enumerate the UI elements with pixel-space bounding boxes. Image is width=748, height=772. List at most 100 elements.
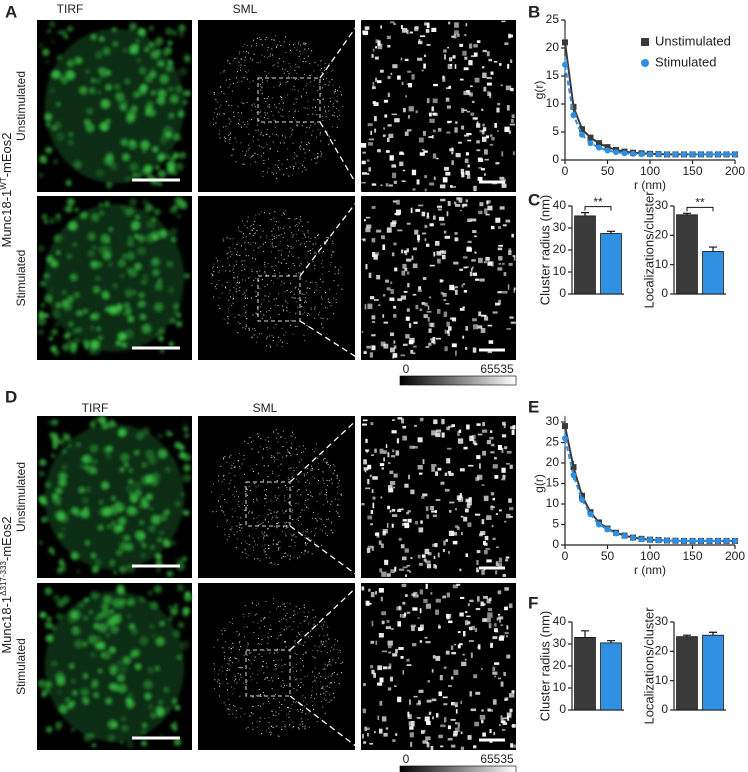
localization [229, 714, 230, 715]
localization [241, 261, 242, 262]
localization [337, 674, 338, 675]
localization-cluster [423, 599, 427, 603]
localization [314, 451, 315, 452]
localization [262, 82, 263, 83]
localization [266, 495, 267, 496]
fluorescent-spot [132, 649, 140, 657]
fluorescent-spot [171, 540, 177, 546]
localization-cluster [512, 744, 517, 747]
localization-cluster [471, 268, 473, 271]
localization [320, 135, 321, 136]
localization [245, 65, 246, 66]
fluorescent-spot [112, 666, 120, 674]
localization [247, 505, 248, 506]
fluorescent-spot [112, 497, 115, 500]
image-background [198, 416, 355, 578]
fluorescent-spot [80, 212, 87, 219]
localization [267, 144, 268, 145]
y-tick-label: 20 [546, 455, 560, 469]
localization [302, 660, 303, 661]
fluorescent-spot [166, 707, 169, 710]
localization-cluster [501, 682, 504, 687]
localization-cluster [386, 150, 390, 153]
localization [332, 673, 333, 674]
localization-cluster [429, 113, 432, 117]
localization [310, 75, 311, 76]
localization [283, 335, 284, 336]
localization [284, 603, 285, 604]
localization [264, 535, 265, 536]
localization-cluster [426, 641, 431, 643]
localization-cluster [394, 268, 397, 272]
column-label: TIRF [82, 401, 109, 415]
localization [268, 638, 269, 639]
localization [276, 221, 277, 222]
localization [218, 272, 219, 273]
localization [334, 672, 335, 673]
localization [268, 159, 269, 160]
localization [308, 719, 309, 720]
fluorescent-spot [119, 567, 126, 574]
fluorescent-spot [136, 39, 140, 43]
localization [315, 106, 316, 107]
localization [283, 103, 284, 104]
localization-cluster [482, 66, 485, 68]
localization [268, 437, 269, 438]
localization-cluster [443, 541, 446, 546]
localization [258, 694, 259, 695]
localization-cluster [513, 425, 516, 429]
localization [254, 233, 255, 234]
localization [341, 493, 342, 494]
localization [299, 557, 300, 558]
localization-cluster [383, 135, 386, 137]
localization [276, 726, 277, 727]
localization [308, 251, 309, 252]
localization [306, 490, 307, 491]
localization [298, 230, 299, 231]
localization [231, 121, 232, 122]
localization [228, 308, 229, 309]
fluorescent-spot [154, 303, 163, 312]
localization [281, 729, 282, 730]
localization [231, 465, 232, 466]
localization [230, 84, 231, 85]
fluorescent-spot [103, 607, 109, 613]
fluorescent-spot [45, 60, 49, 64]
localization [292, 727, 293, 728]
localization-cluster [440, 185, 446, 189]
localization-cluster [414, 696, 418, 698]
localization-cluster [490, 144, 494, 146]
localization [265, 544, 266, 545]
localization-cluster [393, 243, 396, 246]
localization [233, 149, 234, 150]
fluorescent-spot [85, 541, 90, 546]
localization [332, 126, 333, 127]
localization [217, 102, 218, 103]
fluorescent-spot [108, 420, 115, 427]
localization [280, 45, 281, 46]
localization [255, 130, 256, 131]
localization-cluster [372, 86, 376, 89]
localization [250, 82, 251, 83]
localization-cluster [466, 425, 470, 430]
localization-cluster [509, 516, 513, 518]
localization [258, 247, 259, 248]
localization [243, 616, 244, 617]
localization [278, 542, 279, 543]
fluorescent-spot [169, 616, 173, 620]
localization [273, 142, 274, 143]
localization [303, 89, 304, 90]
data-point [647, 537, 653, 543]
localization [323, 524, 324, 525]
localization [331, 79, 332, 80]
localization [323, 625, 324, 626]
localization [311, 695, 312, 696]
localization [285, 726, 286, 727]
localization [327, 480, 328, 481]
localization [238, 660, 239, 661]
localization-cluster [443, 49, 447, 52]
localization [318, 65, 319, 66]
localization [269, 293, 270, 294]
localization [327, 462, 328, 463]
